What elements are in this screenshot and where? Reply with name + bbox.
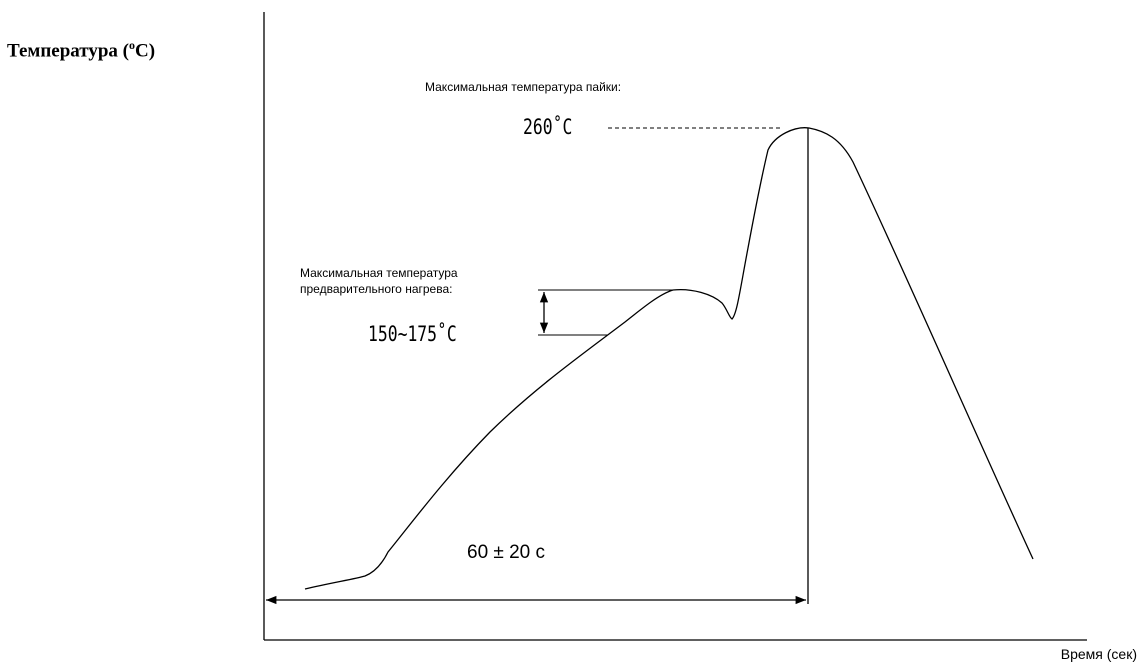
x-axis-label: Время (сек) — [1060, 646, 1137, 662]
duration-label: 60 ± 20 c — [467, 542, 546, 563]
y-axis-label-suffix: C) — [135, 40, 156, 62]
degree-sign: o — [129, 38, 136, 52]
preheat-caption-line2: предварительного нагрева: — [300, 282, 453, 296]
preheat-caption-line1: Максимальная температура — [300, 266, 458, 280]
peak-caption: Максимальная температура пайки: — [425, 80, 622, 94]
temperature-profile-curve — [304, 127, 1034, 590]
preheat-value: 150~175˚C — [368, 322, 457, 346]
y-axis-label: Температура (oC) — [7, 38, 155, 62]
peak-value: 260˚C — [523, 115, 573, 139]
y-axis-label-prefix: Температура ( — [7, 40, 130, 62]
